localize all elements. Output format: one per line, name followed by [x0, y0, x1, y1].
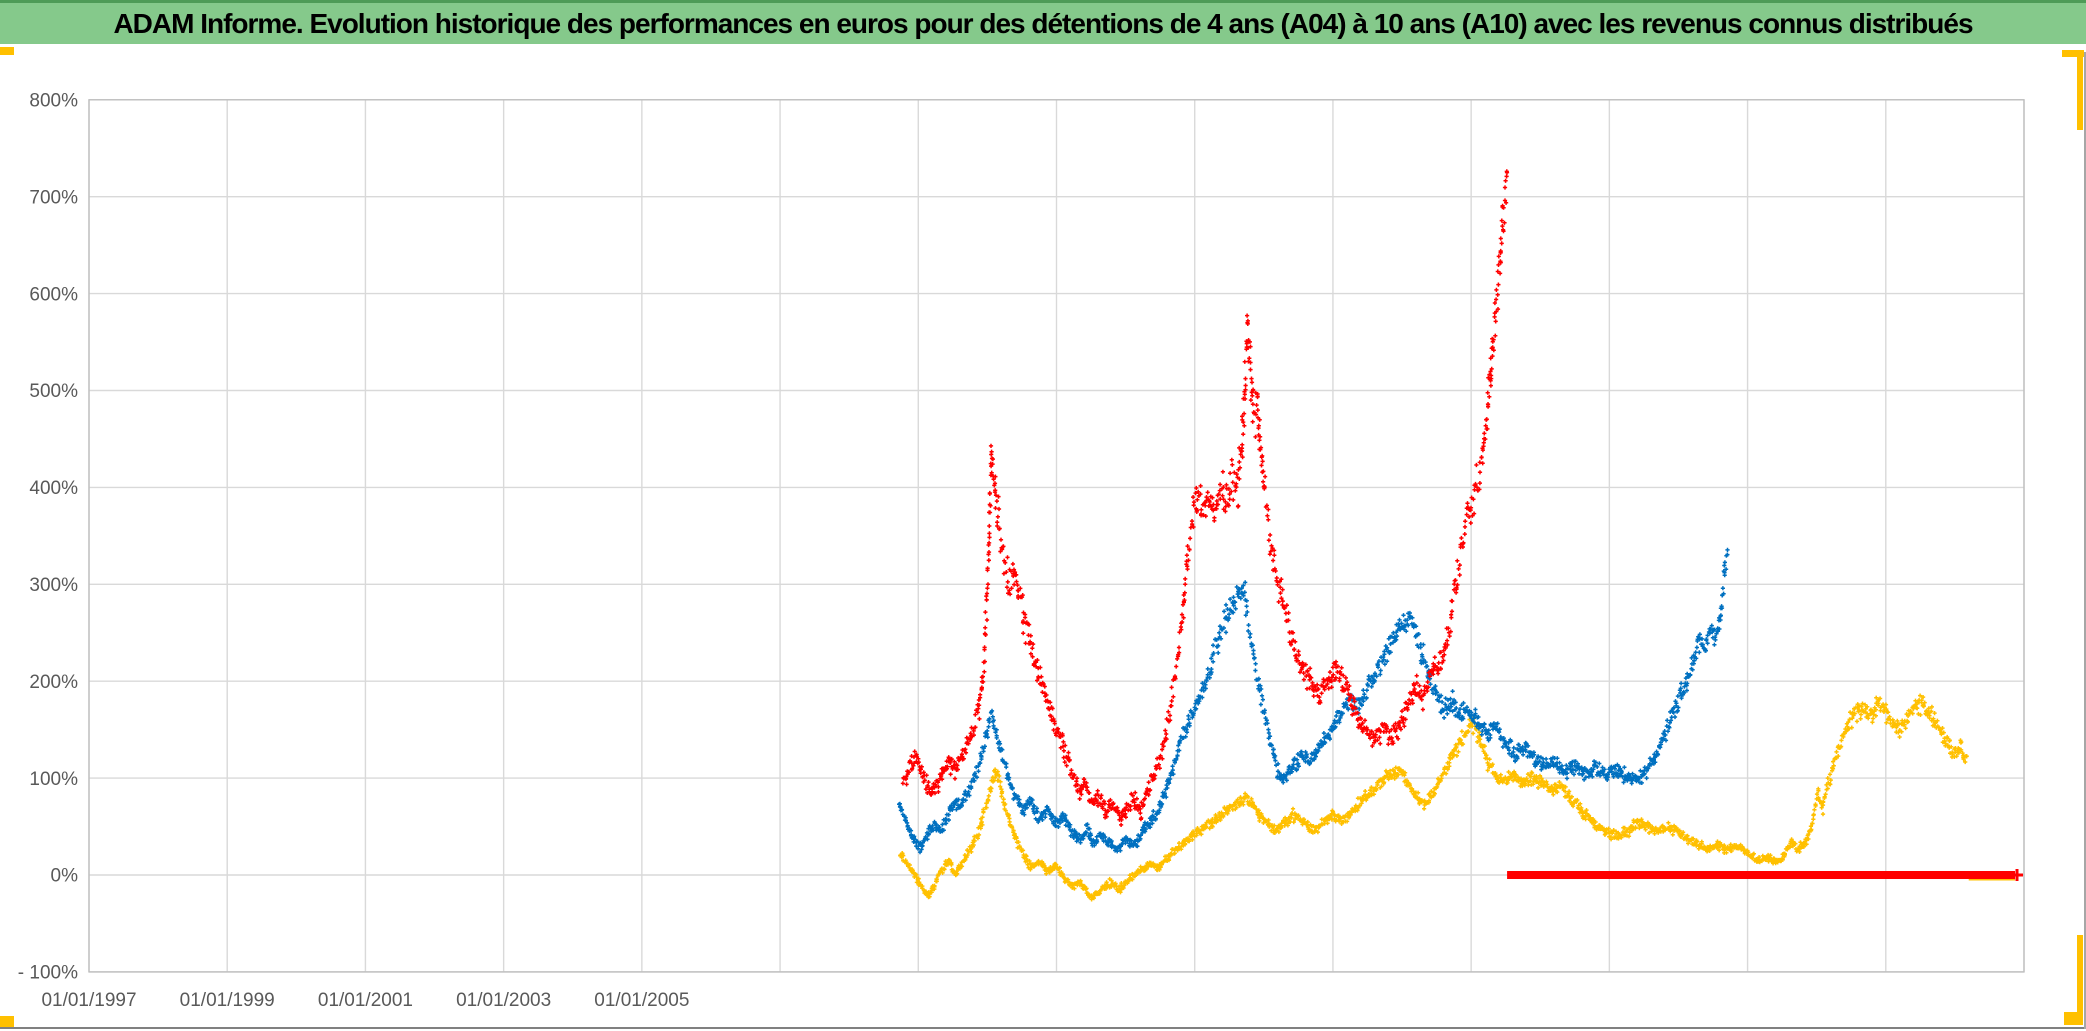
x-axis-tick-label: 01/01/2003 [456, 990, 551, 1011]
y-axis-tick-label: 500% [29, 381, 78, 402]
y-axis-tick-label: 800% [29, 90, 78, 111]
accent-mark-bottom-right-corner [2064, 1012, 2083, 1025]
chart-title-bar: ADAM Informe. Evolution historique des p… [0, 0, 2086, 44]
accent-mark-right-top [2077, 50, 2083, 130]
y-axis-tick-label: 200% [29, 672, 78, 693]
chart-title: ADAM Informe. Evolution historique des p… [113, 7, 1973, 39]
y-axis-tick-label: 400% [29, 478, 78, 499]
y-axis-tick-label: 700% [29, 187, 78, 208]
gold-series-markers [898, 693, 1969, 902]
x-axis-tick-label: 01/01/2005 [594, 990, 689, 1011]
bottom-rule [0, 1027, 2086, 1029]
y-axis-tick-label: 0% [51, 866, 79, 887]
x-axis-tick-label: 01/01/2001 [318, 990, 413, 1011]
accent-mark-bottom-left [0, 1016, 14, 1028]
x-axis-tick-label: 01/01/1997 [41, 990, 136, 1011]
accent-mark-top-right-corner [2062, 50, 2084, 57]
red-series-markers [900, 169, 1510, 827]
y-axis-tick-label: - 100% [18, 963, 78, 984]
plot-border [88, 99, 2025, 973]
y-axis-tick-label: 300% [29, 575, 78, 596]
blue-series-markers [897, 547, 1730, 855]
y-axis-tick-label: 600% [29, 284, 78, 305]
accent-mark-right-bottom [2077, 935, 2083, 1015]
x-axis-tick-label: 01/01/1999 [180, 990, 275, 1011]
accent-mark-top-left [0, 47, 14, 55]
y-axis-tick-label: 100% [29, 769, 78, 790]
red-flat-line-end-marker [2011, 869, 2023, 881]
right-edge-rule [2084, 52, 2086, 1029]
